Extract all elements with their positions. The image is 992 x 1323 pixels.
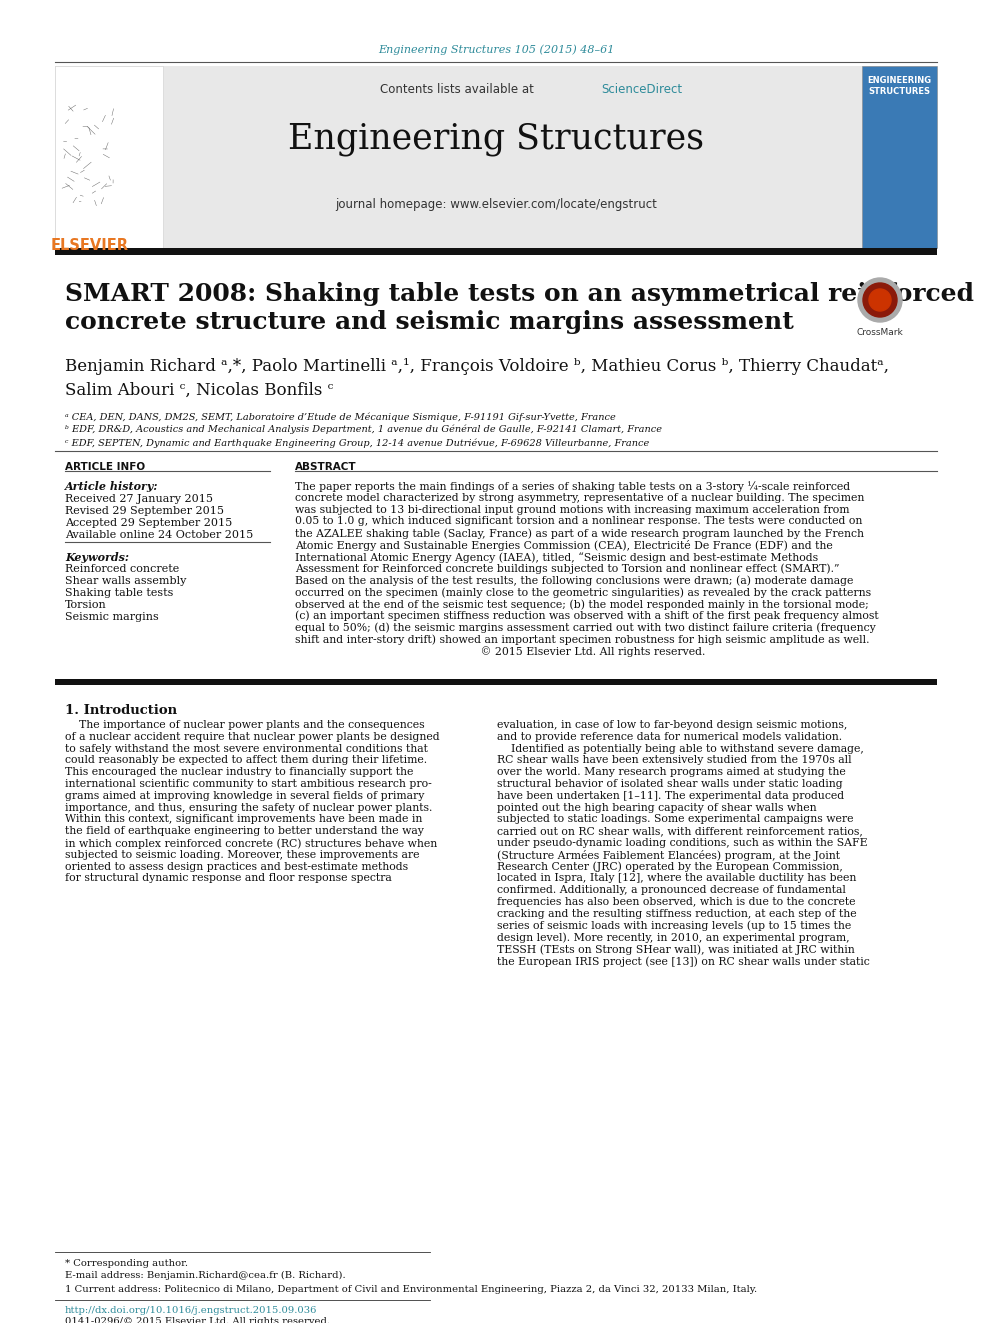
Text: Benjamin Richard ᵃ,*, Paolo Martinelli ᵃ,¹, François Voldoire ᵇ, Mathieu Corus ᵇ: Benjamin Richard ᵃ,*, Paolo Martinelli ᵃ… (65, 359, 889, 374)
Circle shape (863, 283, 897, 318)
Bar (55, 66, 937, 247)
Circle shape (869, 288, 891, 311)
Text: ᶜ EDF, SEPTEN, Dynamic and Earthquake Engineering Group, 12-14 avenue Dutriévue,: ᶜ EDF, SEPTEN, Dynamic and Earthquake En… (65, 438, 649, 447)
Text: SMART 2008: Shaking table tests on an asymmetrical reinforced: SMART 2008: Shaking table tests on an as… (65, 282, 974, 306)
Bar (862, 66, 937, 247)
Text: The importance of nuclear power plants and the consequences: The importance of nuclear power plants a… (65, 720, 425, 730)
Text: frequencies has also been observed, which is due to the concrete: frequencies has also been observed, whic… (497, 897, 855, 908)
Text: Contents lists available at: Contents lists available at (380, 83, 538, 97)
Text: Research Center (JRC) operated by the European Commission,: Research Center (JRC) operated by the Eu… (497, 861, 843, 872)
Text: observed at the end of the seismic test sequence; (b) the model responded mainly: observed at the end of the seismic test … (295, 599, 869, 610)
Text: http://dx.doi.org/10.1016/j.engstruct.2015.09.036: http://dx.doi.org/10.1016/j.engstruct.20… (65, 1306, 317, 1315)
Text: Reinforced concrete: Reinforced concrete (65, 564, 180, 574)
Text: (c) an important specimen stiffness reduction was observed with a shift of the f: (c) an important specimen stiffness redu… (295, 611, 879, 622)
Text: subjected to seismic loading. Moreover, these improvements are: subjected to seismic loading. Moreover, … (65, 849, 420, 860)
Text: was subjected to 13 bi-directional input ground motions with increasing maximum : was subjected to 13 bi-directional input… (295, 504, 849, 515)
Text: E-mail address: Benjamin.Richard@cea.fr (B. Richard).: E-mail address: Benjamin.Richard@cea.fr … (65, 1271, 345, 1281)
Text: the AZALEE shaking table (Saclay, France) as part of a wide research program lau: the AZALEE shaking table (Saclay, France… (295, 528, 864, 538)
Text: Seismic margins: Seismic margins (65, 613, 159, 622)
Text: 0.05 to 1.0 g, which induced significant torsion and a nonlinear response. The t: 0.05 to 1.0 g, which induced significant… (295, 516, 862, 527)
Text: © 2015 Elsevier Ltd. All rights reserved.: © 2015 Elsevier Ltd. All rights reserved… (295, 646, 705, 658)
Text: cracking and the resulting stiffness reduction, at each step of the: cracking and the resulting stiffness red… (497, 909, 857, 918)
Text: ABSTRACT: ABSTRACT (295, 462, 357, 472)
Text: design level). More recently, in 2010, an experimental program,: design level). More recently, in 2010, a… (497, 933, 849, 943)
Text: This encouraged the nuclear industry to financially support the: This encouraged the nuclear industry to … (65, 767, 414, 777)
Text: ENGINEERING
STRUCTURES: ENGINEERING STRUCTURES (867, 75, 931, 97)
Text: (Structure Armées Faiblement Elancées) program, at the Joint: (Structure Armées Faiblement Elancées) p… (497, 849, 840, 861)
Text: Article history:: Article history: (65, 482, 159, 492)
Text: under pseudo-dynamic loading conditions, such as within the SAFE: under pseudo-dynamic loading conditions,… (497, 837, 868, 848)
Bar (55, 247, 937, 255)
Text: ᵃ CEA, DEN, DANS, DM2S, SEMT, Laboratoire d’Etude de Mécanique Sismique, F-91191: ᵃ CEA, DEN, DANS, DM2S, SEMT, Laboratoir… (65, 411, 616, 422)
Text: TESSH (TEsts on Strong SHear wall), was initiated at JRC within: TESSH (TEsts on Strong SHear wall), was … (497, 945, 855, 955)
Text: Shaking table tests: Shaking table tests (65, 587, 174, 598)
Text: oriented to assess design practices and best-estimate methods: oriented to assess design practices and … (65, 861, 408, 872)
Text: Atomic Energy and Sustainable Energies Commission (CEA), Electricité De France (: Atomic Energy and Sustainable Energies C… (295, 540, 832, 550)
Text: over the world. Many research programs aimed at studying the: over the world. Many research programs a… (497, 767, 846, 777)
Text: in which complex reinforced concrete (RC) structures behave when: in which complex reinforced concrete (RC… (65, 837, 437, 848)
Text: concrete model characterized by strong asymmetry, representative of a nuclear bu: concrete model characterized by strong a… (295, 492, 864, 503)
Text: and to provide reference data for numerical models validation.: and to provide reference data for numeri… (497, 732, 842, 742)
Bar (55, 66, 163, 247)
Text: international scientific community to start ambitious research pro-: international scientific community to st… (65, 779, 432, 789)
Text: Available online 24 October 2015: Available online 24 October 2015 (65, 531, 253, 540)
Text: ARTICLE INFO: ARTICLE INFO (65, 462, 145, 472)
Text: carried out on RC shear walls, with different reinforcement ratios,: carried out on RC shear walls, with diff… (497, 826, 863, 836)
Text: International Atomic Energy Agency (IAEA), titled, “Seismic design and best-esti: International Atomic Energy Agency (IAEA… (295, 552, 818, 562)
Text: The paper reports the main findings of a series of shaking table tests on a 3-st: The paper reports the main findings of a… (295, 482, 850, 492)
Text: the European IRIS project (see [13]) on RC shear walls under static: the European IRIS project (see [13]) on … (497, 957, 870, 967)
Text: 0141-0296/© 2015 Elsevier Ltd. All rights reserved.: 0141-0296/© 2015 Elsevier Ltd. All right… (65, 1316, 330, 1323)
Text: importance, and thus, ensuring the safety of nuclear power plants.: importance, and thus, ensuring the safet… (65, 803, 433, 812)
Text: Salim Abouri ᶜ, Nicolas Bonfils ᶜ: Salim Abouri ᶜ, Nicolas Bonfils ᶜ (65, 382, 333, 400)
Text: for structural dynamic response and floor response spectra: for structural dynamic response and floo… (65, 873, 392, 884)
Text: the field of earthquake engineering to better understand the way: the field of earthquake engineering to b… (65, 826, 424, 836)
Text: 1. Introduction: 1. Introduction (65, 704, 178, 717)
Text: grams aimed at improving knowledge in several fields of primary: grams aimed at improving knowledge in se… (65, 791, 425, 800)
Text: Accepted 29 September 2015: Accepted 29 September 2015 (65, 519, 232, 528)
Text: Within this context, significant improvements have been made in: Within this context, significant improve… (65, 815, 423, 824)
Text: concrete structure and seismic margins assessment: concrete structure and seismic margins a… (65, 310, 794, 333)
Text: of a nuclear accident require that nuclear power plants be designed: of a nuclear accident require that nucle… (65, 732, 439, 742)
Text: RC shear walls have been extensively studied from the 1970s all: RC shear walls have been extensively stu… (497, 755, 851, 766)
Circle shape (858, 278, 902, 321)
Text: Engineering Structures: Engineering Structures (288, 122, 704, 156)
Text: Engineering Structures 105 (2015) 48–61: Engineering Structures 105 (2015) 48–61 (378, 44, 614, 54)
Text: could reasonably be expected to affect them during their lifetime.: could reasonably be expected to affect t… (65, 755, 428, 766)
Text: pointed out the high bearing capacity of shear walls when: pointed out the high bearing capacity of… (497, 803, 816, 812)
Text: Keywords:: Keywords: (65, 552, 129, 564)
Text: * Corresponding author.: * Corresponding author. (65, 1259, 188, 1267)
Text: Shear walls assembly: Shear walls assembly (65, 576, 186, 586)
Bar (55, 679, 937, 685)
Text: Identified as potentially being able to withstand severe damage,: Identified as potentially being able to … (497, 744, 864, 754)
Text: CrossMark: CrossMark (857, 328, 904, 337)
Text: Torsion: Torsion (65, 601, 107, 610)
Text: equal to 50%; (d) the seismic margins assessment carried out with two distinct f: equal to 50%; (d) the seismic margins as… (295, 623, 876, 634)
Text: evaluation, in case of low to far-beyond design seismic motions,: evaluation, in case of low to far-beyond… (497, 720, 847, 730)
Text: confirmed. Additionally, a pronounced decrease of fundamental: confirmed. Additionally, a pronounced de… (497, 885, 846, 896)
Text: structural behavior of isolated shear walls under static loading: structural behavior of isolated shear wa… (497, 779, 842, 789)
Text: shift and inter-story drift) showed an important specimen robustness for high se: shift and inter-story drift) showed an i… (295, 635, 870, 644)
Text: Assessment for Reinforced concrete buildings subjected to Torsion and nonlinear : Assessment for Reinforced concrete build… (295, 564, 839, 574)
Text: subjected to static loadings. Some experimental campaigns were: subjected to static loadings. Some exper… (497, 815, 853, 824)
Text: 1 Current address: Politecnico di Milano, Department of Civil and Environmental : 1 Current address: Politecnico di Milano… (65, 1285, 757, 1294)
Text: to safely withstand the most severe environmental conditions that: to safely withstand the most severe envi… (65, 744, 428, 754)
Text: have been undertaken [1–11]. The experimental data produced: have been undertaken [1–11]. The experim… (497, 791, 844, 800)
Text: Received 27 January 2015: Received 27 January 2015 (65, 493, 213, 504)
Text: ᵇ EDF, DR&D, Acoustics and Mechanical Analysis Department, 1 avenue du Général d: ᵇ EDF, DR&D, Acoustics and Mechanical An… (65, 425, 662, 434)
Text: occurred on the specimen (mainly close to the geometric singularities) as reveal: occurred on the specimen (mainly close t… (295, 587, 871, 598)
Text: ELSEVIER: ELSEVIER (51, 238, 129, 253)
Text: journal homepage: www.elsevier.com/locate/engstruct: journal homepage: www.elsevier.com/locat… (335, 198, 657, 210)
Text: ScienceDirect: ScienceDirect (601, 83, 682, 97)
Text: located in Ispra, Italy [12], where the available ductility has been: located in Ispra, Italy [12], where the … (497, 873, 856, 884)
Text: Based on the analysis of the test results, the following conclusions were drawn;: Based on the analysis of the test result… (295, 576, 853, 586)
Text: series of seismic loads with increasing levels (up to 15 times the: series of seismic loads with increasing … (497, 921, 851, 931)
Text: Revised 29 September 2015: Revised 29 September 2015 (65, 505, 224, 516)
